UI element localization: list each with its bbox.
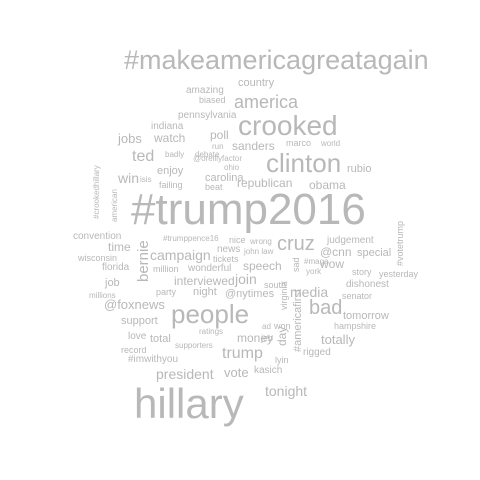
word-cruz: cruz (277, 233, 315, 255)
word-sad: sad (291, 257, 301, 272)
word-trumppence16: #trumppence16 (163, 234, 219, 243)
word-lyin: lyin (275, 355, 289, 365)
word-money: money (237, 331, 274, 345)
word-amazing: amazing (186, 85, 224, 96)
word-rigged: rigged (303, 347, 331, 358)
word-failing: failing (159, 180, 183, 190)
word-republican: republican (237, 176, 293, 190)
word-oreillyfactor: @oreillyfactor (193, 154, 243, 163)
word-florida: florida (102, 262, 130, 273)
word-watch: watch (154, 131, 186, 145)
word-debate: debate (195, 150, 220, 159)
word-millions: millions (89, 291, 116, 300)
word-hillary: hillary (134, 380, 244, 427)
word-media: media (290, 284, 329, 300)
word-judgement: judgement (327, 235, 374, 246)
word-badly: badly (165, 150, 185, 159)
word-ohio: ohio (224, 163, 240, 172)
word-isis: isis (140, 175, 152, 184)
word-president: president (156, 366, 214, 382)
word-wonderful: wonderful (188, 263, 232, 274)
word-job: job (105, 277, 120, 289)
word-york: york (306, 267, 322, 276)
word-americafirst: #americafirst (292, 289, 304, 352)
word-time: time (108, 240, 131, 254)
word-crookedhillary: #crookedhillary (92, 165, 101, 219)
word-biased: biased (199, 95, 226, 105)
word-obama: obama (309, 178, 346, 192)
word-win: win (118, 170, 140, 186)
word-clinton: clinton (266, 148, 342, 178)
word-jobs: jobs (118, 131, 142, 146)
word-ted: ted (132, 148, 155, 165)
word-join: join (235, 271, 257, 287)
word-campaign: campaign (150, 247, 211, 263)
word-crooked: crooked (238, 110, 338, 141)
word-wow: wow (320, 257, 345, 271)
word-dishonest: dishonest (346, 279, 389, 290)
word-america: america (234, 92, 299, 112)
word-nytimes: @nytimes (225, 288, 275, 300)
word-makeamericagreatagain: #makeamericagreatagain (124, 45, 429, 75)
word-record: record (121, 345, 147, 355)
word-carolina: carolina (205, 172, 244, 184)
word-enjoy: enjoy (157, 165, 184, 177)
word-night: night (193, 286, 217, 298)
word-south: south (264, 280, 287, 290)
word-wisconsin: wisconsin (78, 253, 118, 263)
word-ad: ad (262, 322, 271, 331)
word-marco: marco (286, 138, 312, 148)
word-special: special (357, 247, 392, 259)
word-tickets: tickets (213, 254, 239, 264)
word-party: party (156, 287, 177, 297)
word-yesterday: yesterday (379, 269, 419, 279)
word-world: world (321, 139, 341, 148)
word-news: news (217, 244, 241, 255)
word-cnn: @cnn (320, 245, 352, 259)
word-people: people (171, 299, 250, 329)
word-foxnews: @foxnews (104, 297, 165, 312)
word-john-law: john law (244, 247, 274, 256)
word-support: support (121, 315, 158, 327)
word-ratings: ratings (199, 327, 224, 336)
word-senator: senator (342, 291, 373, 301)
word-bad: bad (309, 297, 343, 319)
word-trump2016: #trump2016 (131, 185, 366, 234)
word-indiana: indiana (151, 121, 184, 132)
word-love: love (128, 331, 147, 342)
word-wrong: wrong (250, 237, 272, 246)
word-run: run (212, 142, 224, 151)
word-won: won (274, 321, 291, 331)
word-poll: poll (210, 128, 229, 142)
word-trump: trump (222, 345, 263, 362)
word-day: day (275, 326, 289, 346)
word-vote: vote (224, 365, 249, 380)
word-sanders: sanders (232, 139, 275, 153)
word-rubio: rubio (347, 163, 372, 175)
word-maga: #maga (304, 257, 329, 266)
word-hampshire: hampshire (334, 321, 377, 331)
word-story: story (352, 267, 372, 277)
word-kasich: kasich (254, 365, 283, 376)
word-jeb: jeb (261, 333, 274, 343)
word-american: american (110, 189, 119, 222)
word-totally: totally (321, 332, 355, 347)
word-interviewed: interviewed (174, 274, 235, 288)
word-supporters: supporters (175, 341, 213, 350)
word-pennsylvania: pennsylvania (178, 110, 237, 121)
word-convention: convention (73, 231, 122, 242)
word-tonight: tonight (265, 383, 308, 399)
word-votetrump: #votetrump (395, 220, 405, 266)
word-speech: speech (243, 259, 282, 273)
word-nice: nice (229, 235, 246, 245)
word-country: country (238, 77, 275, 89)
word-million: million (153, 264, 179, 274)
word-beat: beat (205, 182, 223, 192)
word-imwithyou: #imwithyou (128, 354, 179, 365)
word-bernie: bernie (135, 240, 152, 282)
word-tomorrow: tomorrow (343, 310, 389, 322)
word-total: total (150, 333, 171, 345)
